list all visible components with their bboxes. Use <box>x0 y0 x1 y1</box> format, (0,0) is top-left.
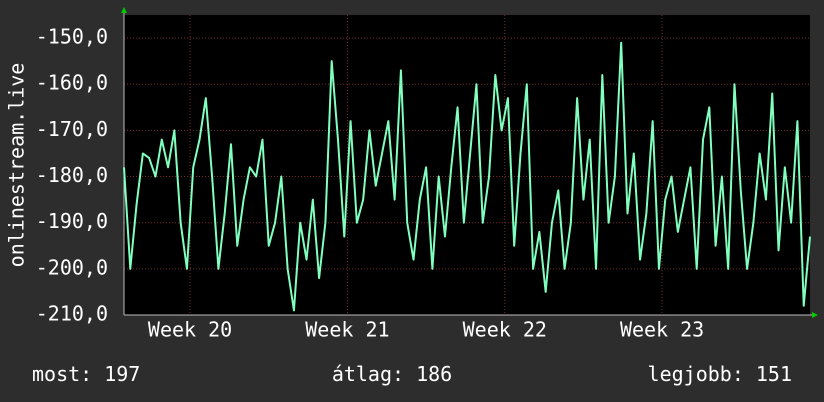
plot-area <box>124 15 810 315</box>
stat: átlag: 186 <box>332 362 452 386</box>
stat-value: 151 <box>756 362 792 386</box>
y-tick-label: -210,0 <box>36 302 108 326</box>
stat-value: 197 <box>104 362 140 386</box>
y-tick-label: -190,0 <box>36 209 108 233</box>
y-axis-title: onlinestream.live <box>5 63 29 268</box>
stat: most: 197 <box>32 362 140 386</box>
y-arrow <box>121 7 127 13</box>
x-tick-label: Week 21 <box>305 318 389 342</box>
y-tick-label: -160,0 <box>36 71 108 95</box>
y-tick-label: -180,0 <box>36 163 108 187</box>
x-tick-label: Week 23 <box>620 318 704 342</box>
x-tick-label: Week 22 <box>463 318 547 342</box>
stat: legjobb: 151 <box>648 362 792 386</box>
data-line <box>123 41 811 312</box>
y-tick-label: -150,0 <box>36 25 108 49</box>
y-tick-label: -200,0 <box>36 255 108 279</box>
stats: most: 197 átlag: 186 legjobb: 151 <box>32 362 792 386</box>
y-tick-label: -170,0 <box>36 117 108 141</box>
stat-label: átlag: <box>332 362 404 386</box>
stat-label: legjobb: <box>648 362 744 386</box>
x-arrow <box>812 312 818 318</box>
stat-value: 186 <box>416 362 452 386</box>
stat-label: most: <box>32 362 92 386</box>
x-tick-label: Week 20 <box>148 318 232 342</box>
